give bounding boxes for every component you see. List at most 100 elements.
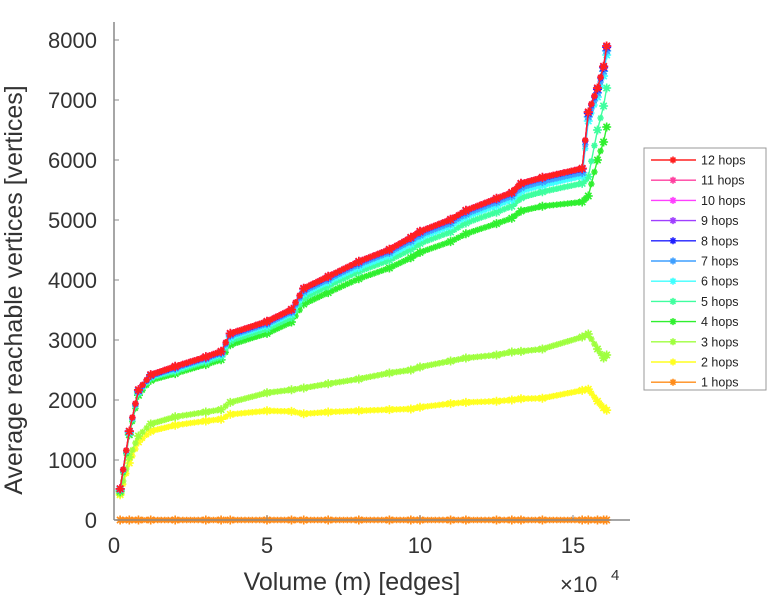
data-point-marker	[370, 262, 378, 270]
data-point-marker	[245, 409, 252, 416]
data-point-marker	[553, 178, 561, 186]
data-point-marker	[489, 196, 496, 204]
data-point	[286, 385, 296, 395]
data-point	[516, 346, 526, 356]
data-point-marker	[252, 392, 260, 399]
data-point-marker	[123, 470, 130, 477]
data-point-marker	[132, 439, 139, 447]
data-point-marker	[359, 256, 366, 264]
data-point-marker	[553, 201, 561, 208]
data-point-marker	[485, 352, 493, 359]
data-point-marker	[400, 367, 407, 375]
data-point	[577, 332, 587, 342]
data-point	[384, 244, 394, 254]
data-point-marker	[553, 392, 561, 399]
data-point-marker	[284, 315, 292, 323]
data-point-marker	[318, 409, 325, 416]
data-point-marker	[553, 175, 561, 182]
data-point-marker	[564, 390, 571, 397]
data-point-marker	[432, 360, 439, 368]
data-point	[583, 107, 593, 117]
data-point	[415, 226, 425, 236]
data-point-marker	[222, 339, 229, 346]
data-point	[225, 397, 235, 407]
data-point-marker	[500, 350, 508, 357]
data-point-marker	[281, 387, 288, 394]
data-point-marker	[404, 248, 411, 255]
y-tick-label: 7000	[48, 88, 97, 113]
data-point-marker	[588, 335, 595, 343]
legend-item: 1 hops	[651, 376, 739, 390]
data-point-marker	[404, 236, 411, 243]
data-point	[492, 396, 501, 406]
data-point	[415, 402, 425, 412]
data-point	[323, 407, 333, 417]
data-point	[599, 61, 609, 71]
data-point-marker	[168, 422, 175, 430]
data-point	[299, 409, 309, 419]
data-point-marker	[571, 171, 579, 178]
data-point-marker	[307, 297, 314, 304]
data-point-marker	[546, 202, 553, 209]
data-point-marker	[238, 326, 245, 333]
legend-label: 1 hops	[701, 376, 739, 390]
legend-label: 4 hops	[701, 315, 739, 329]
data-point-marker	[351, 277, 359, 284]
data-point	[323, 288, 333, 298]
data-point-marker	[154, 369, 161, 376]
data-point-marker	[451, 236, 458, 243]
data-point-marker	[318, 292, 325, 300]
data-point-marker	[553, 185, 561, 192]
data-point-marker	[314, 294, 321, 301]
data-point-marker	[175, 362, 183, 369]
data-point-marker	[500, 397, 508, 404]
data-point-marker	[528, 395, 535, 402]
data-point	[446, 214, 456, 224]
data-point	[507, 201, 517, 211]
data-point-marker	[428, 223, 435, 231]
data-point-marker	[292, 299, 299, 306]
data-point-marker	[393, 406, 400, 413]
data-point-marker	[307, 383, 314, 390]
data-point-marker	[277, 387, 285, 395]
data-point	[592, 155, 602, 165]
data-point-marker	[165, 415, 172, 423]
data-point-marker	[435, 360, 443, 367]
data-point-marker	[165, 423, 172, 431]
data-point-marker	[292, 409, 299, 416]
data-point-marker	[497, 207, 504, 214]
data-point-marker	[314, 278, 321, 285]
data-point	[592, 396, 602, 406]
data-point-marker	[183, 359, 190, 366]
data-point-marker	[550, 171, 557, 179]
legend-label: 6 hops	[701, 275, 739, 289]
data-point	[602, 41, 612, 51]
data-point-marker	[591, 92, 598, 100]
data-point-marker	[420, 247, 428, 255]
data-point-marker	[478, 225, 485, 232]
data-point-marker	[439, 231, 447, 239]
data-point-marker	[214, 349, 221, 356]
data-point-marker	[347, 261, 355, 269]
data-point-marker	[550, 186, 557, 193]
data-point	[225, 328, 235, 338]
data-point-marker	[485, 205, 493, 212]
data-point-marker	[270, 407, 278, 415]
data-point-marker	[328, 281, 336, 288]
data-point-marker	[256, 332, 263, 339]
data-point-marker	[314, 409, 321, 416]
legend-label: 11 hops	[701, 174, 745, 188]
data-point	[286, 317, 296, 327]
data-point-marker	[591, 142, 598, 149]
data-point-marker	[336, 277, 343, 284]
data-point-marker	[396, 240, 404, 247]
data-point-marker	[168, 364, 175, 371]
data-point	[537, 201, 547, 211]
data-point-marker	[428, 245, 435, 252]
data-point-marker	[179, 360, 187, 368]
data-point-marker	[311, 383, 318, 390]
data-point-marker	[546, 180, 553, 187]
data-point-marker	[165, 365, 172, 372]
data-point-marker	[535, 189, 543, 196]
y-tick-label: 5000	[48, 208, 97, 233]
